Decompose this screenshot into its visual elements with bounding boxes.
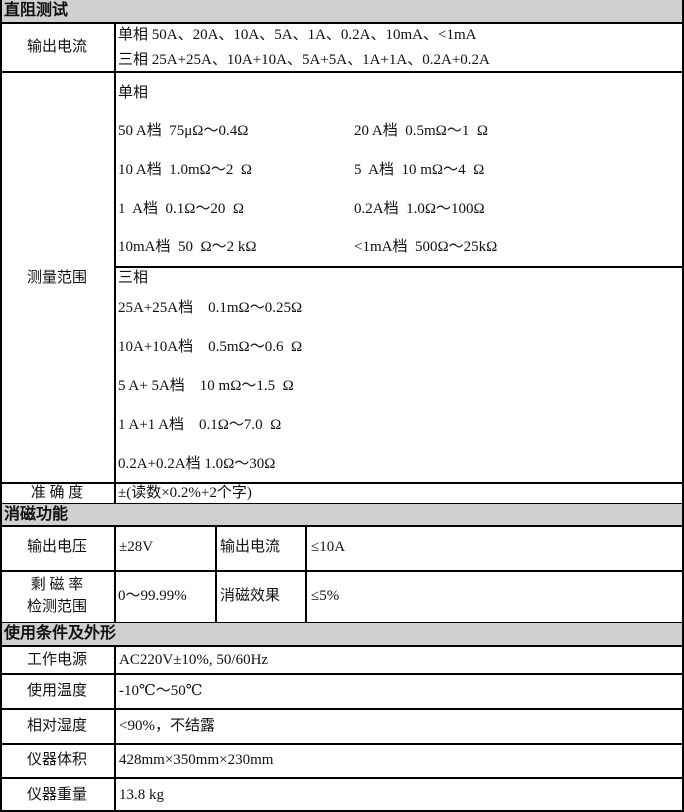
range-row: 20 A档 0.5mΩ～1 Ω (354, 123, 488, 139)
output-current-three: 三相 25A+25A、10A+10A、5A+5A、1A+1A、0.2A+0.2A (118, 52, 490, 68)
condition-value: 13.8 kg (119, 787, 164, 803)
condition-value: -10℃～50℃ (119, 683, 203, 699)
condition-label: 相对湿度 (26, 718, 87, 734)
range-row: 5 A档 10 mΩ～4 Ω (354, 162, 485, 178)
effect-value: ≤5% (311, 588, 340, 604)
condition-value: AC220V±10%, 50/60Hz (119, 652, 269, 668)
section-header-conditions: 使用条件及外形 (0, 623, 684, 645)
range-row: 1 A+1 A档 0.1Ω～7.0 Ω (118, 417, 282, 433)
condition-value: 428mm×350mm×230mm (119, 752, 274, 768)
range-row: 0.2A档 1.0Ω～100Ω (354, 201, 485, 217)
range-row: 25A+25A档 0.1mΩ～0.25Ω (118, 300, 303, 316)
accuracy-label: 准 确 度 (30, 485, 84, 501)
condition-label: 使用温度 (26, 683, 87, 699)
condition-label: 仪器体积 (26, 752, 87, 768)
range-row: 1 A档 0.1Ω～20 Ω (118, 201, 245, 217)
three-title: 三相 (118, 270, 149, 286)
effect-label: 消磁效果 (220, 588, 281, 604)
range-label: 测量范围 (26, 270, 87, 286)
condition-label: 工作电源 (26, 652, 87, 668)
condition-value: <90%，不结露 (119, 718, 215, 734)
range-row: 0.2A+0.2A档 1.0Ω～30Ω (118, 456, 276, 472)
range-row: 10mA档 50 Ω～2 kΩ (118, 239, 257, 255)
remanence-label: 剩 磁 率 (30, 577, 84, 593)
output-current-single: 单相 50A、20A、10A、5A、1A、0.2A、10mA、<1mA (118, 27, 477, 43)
section-header-dc: 直阻测试 (0, 0, 684, 22)
range-row: <1mA档 500Ω～25kΩ (354, 239, 498, 255)
current-label: 输出电流 (220, 539, 281, 555)
remanence-value: 0～99.99% (118, 588, 187, 604)
remanence-label-2: 检测范围 (26, 599, 87, 615)
single-title: 单相 (118, 85, 149, 101)
range-row: 5 A+ 5A档 10 mΩ～1.5 Ω (118, 378, 294, 394)
section-header-demag: 消磁功能 (0, 504, 684, 525)
accuracy-value: ±(读数×0.2%+2个字) (118, 485, 252, 501)
current-value: ≤10A (311, 539, 346, 555)
range-row: 50 A档 75μΩ～0.4Ω (118, 123, 249, 139)
condition-label: 仪器重量 (26, 787, 87, 803)
voltage-value: ±28V (119, 539, 154, 555)
output-current-label: 输出电流 (26, 39, 87, 55)
voltage-label: 输出电压 (26, 539, 87, 555)
range-row: 10A+10A档 0.5mΩ～0.6 Ω (118, 339, 303, 355)
range-row: 10 A档 1.0mΩ～2 Ω (118, 162, 252, 178)
